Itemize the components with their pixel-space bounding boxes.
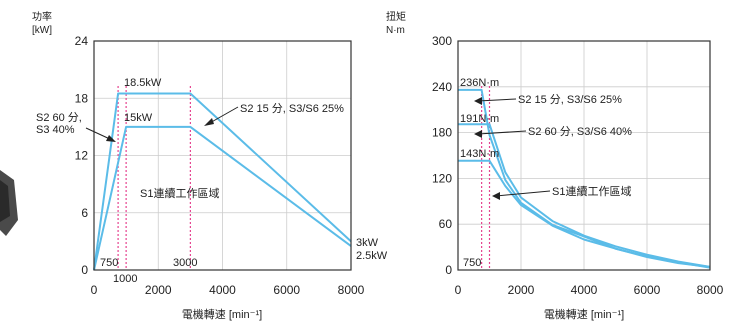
torque-plot-frame xyxy=(457,40,711,271)
torque-yunit: N·m xyxy=(386,25,405,36)
r-ytick-2: 120 xyxy=(432,171,452,185)
arrowhead-s2-60 xyxy=(106,135,116,142)
power-zone-lines xyxy=(117,86,191,270)
l-ytick-3: 18 xyxy=(75,91,89,105)
label-15kw: 15kW xyxy=(124,112,153,124)
r-xtick-2: 4000 xyxy=(571,283,598,297)
l-ytick-4: 24 xyxy=(75,34,89,48)
label-750-torque: 750 xyxy=(463,257,481,269)
arrowhead-s1-torque xyxy=(492,192,500,200)
power-ytick-labels: 0 6 12 18 24 xyxy=(75,34,89,277)
torque-xlabel: 電機轉速 [min⁻¹] xyxy=(544,307,624,321)
label-s1-zone: S1連續工作區域 xyxy=(140,186,219,200)
l-series-line-0 xyxy=(93,92,352,271)
power-chart: 功率 [kW] 0 6 12 18 24 0 2000 4000 6000 8000 電機轉速 … xyxy=(32,10,388,321)
r-series-line-1 xyxy=(458,123,711,268)
arrow-s1-torque xyxy=(495,190,551,197)
r-xtick-0: 0 xyxy=(455,283,462,297)
power-series xyxy=(93,92,352,271)
torque-chart: 扭矩 N·m 0 60 120 180 240 300 0 2000 4000 6000 8000… xyxy=(386,10,724,321)
arrow-s2-15-torque xyxy=(477,98,517,102)
l-xtick-0: 0 xyxy=(91,283,98,297)
label-s2-60-torque: S2 60 分, S3/S6 40% xyxy=(528,125,632,138)
power-plot-frame xyxy=(93,40,352,271)
label-s1-torque: S1連續工作區域 xyxy=(552,184,631,198)
label-s2-15: S2 15 分, S3/S6 25% xyxy=(240,102,344,115)
l-ytick-2: 12 xyxy=(75,149,89,163)
label-191nm: 191N·m xyxy=(460,113,499,125)
r-ytick-4: 240 xyxy=(432,80,452,94)
l-xtick-2: 4000 xyxy=(209,283,236,297)
power-ylabel: 功率 xyxy=(32,10,52,23)
label-1000: 1000 xyxy=(113,273,137,285)
label-2-5kw: 2.5kW xyxy=(356,250,388,262)
l-xtick-4: 8000 xyxy=(338,283,365,297)
r-xtick-3: 6000 xyxy=(634,283,661,297)
torque-ylabel: 扭矩 xyxy=(386,10,406,23)
label-s2-60: S2 60 分, xyxy=(36,111,82,124)
l-ytick-0: 0 xyxy=(81,263,88,277)
label-143nm: 143N·m xyxy=(460,148,499,160)
r-ytick-5: 300 xyxy=(432,34,452,48)
l-xtick-3: 6000 xyxy=(273,283,300,297)
l-xtick-1: 2000 xyxy=(145,283,172,297)
label-236nm: 236N·m xyxy=(460,77,499,89)
power-yunit: [kW] xyxy=(32,25,52,36)
r-ytick-1: 60 xyxy=(439,217,453,231)
arrowhead-s2-60-torque xyxy=(474,130,482,138)
arrowhead-s2-15-torque xyxy=(474,97,482,105)
r-xtick-1: 2000 xyxy=(508,283,535,297)
arrowhead-s2-15 xyxy=(204,118,214,126)
l-ytick-1: 6 xyxy=(81,206,88,220)
label-3kw: 3kW xyxy=(356,237,379,249)
power-xlabel: 電機轉速 [min⁻¹] xyxy=(182,307,262,321)
r-ytick-3: 180 xyxy=(432,126,452,140)
label-s2-15-torque: S2 15 分, S3/S6 25% xyxy=(518,93,622,106)
r-xtick-4: 8000 xyxy=(697,283,724,297)
power-xtick-labels: 0 2000 4000 6000 8000 xyxy=(91,283,365,297)
r-ytick-0: 0 xyxy=(445,263,452,277)
torque-series xyxy=(458,88,711,269)
label-3000: 3000 xyxy=(173,257,197,269)
torque-grid xyxy=(458,41,710,270)
l-series-line-1 xyxy=(93,125,352,271)
torque-ytick-labels: 0 60 120 180 240 300 xyxy=(432,34,452,277)
cropped-product-image xyxy=(0,150,22,240)
power-grid xyxy=(94,41,351,270)
torque-xtick-labels: 0 2000 4000 6000 8000 xyxy=(455,283,724,297)
label-750: 750 xyxy=(100,257,118,269)
label-s3-40: S3 40% xyxy=(36,124,75,136)
label-18-5kw: 18.5kW xyxy=(124,77,162,89)
arrow-s2-60-torque xyxy=(477,130,527,135)
r-series-line-2 xyxy=(458,159,711,269)
torque-zone-lines xyxy=(481,86,491,270)
